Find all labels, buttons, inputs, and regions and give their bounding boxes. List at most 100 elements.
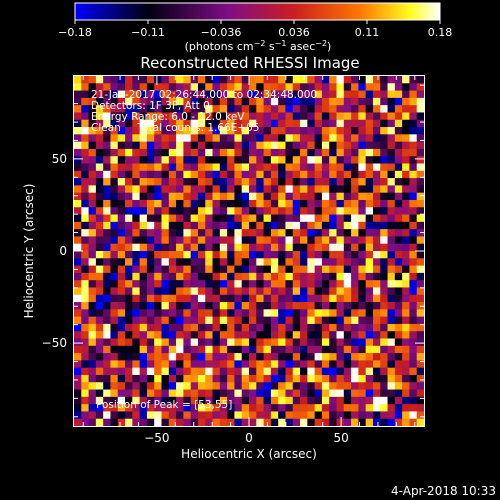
heatmap-pixel [183,243,192,252]
heatmap-pixel [278,360,286,369]
heatmap-pixel [117,280,126,288]
heatmap-pixel [409,331,418,339]
heatmap-pixel [300,287,308,296]
heatmap-pixel [307,323,316,332]
heatmap-pixel [380,105,388,113]
heatmap-pixel [307,418,316,427]
heatmap-pixel [190,374,199,383]
heatmap-pixel [117,389,126,398]
heatmap-pixel [416,83,425,91]
heatmap-pixel [394,119,403,128]
heatmap-pixel [285,127,294,135]
heatmap-pixel [270,309,279,318]
heatmap-pixel [416,382,425,390]
heatmap-pixel [380,229,388,237]
heatmap-pixel [314,127,323,135]
heatmap-pixel [402,404,410,412]
heatmap-pixel [416,127,425,135]
heatmap-pixel [212,156,221,164]
heatmap-pixel [132,97,141,106]
heatmap-pixel [190,221,199,230]
heatmap-pixel [197,316,206,325]
heatmap-pixel [394,353,403,361]
heatmap-pixel [241,411,250,420]
heatmap-pixel [205,360,213,369]
heatmap-pixel [307,112,316,121]
heatmap-pixel [307,199,316,208]
heatmap-pixel [402,265,410,274]
heatmap-pixel [351,360,359,369]
heatmap-pixel [292,148,301,157]
heatmap-pixel [292,97,301,106]
heatmap-pixel [270,418,279,427]
heatmap-pixel [249,127,257,135]
heatmap-pixel [380,83,388,91]
heatmap-pixel [292,374,301,383]
heatmap-pixel [197,287,206,296]
heatmap-pixel [176,411,184,420]
heatmap-pixel [190,229,199,237]
heatmap-pixel [125,331,133,339]
heatmap-pixel [197,105,206,113]
heatmap-pixel [365,404,374,412]
heatmap-pixel [249,316,257,325]
heatmap-pixel [81,148,89,157]
heatmap-pixel [329,178,337,186]
heatmap-pixel [416,258,425,266]
heatmap-pixel [110,265,119,274]
heatmap-pixel [168,345,177,354]
heatmap-pixel [314,251,323,259]
heatmap-pixel [125,272,133,281]
heatmap-pixel [372,382,381,390]
heatmap-pixel [227,396,235,405]
heatmap-pixel [394,221,403,230]
heatmap-pixel [402,221,410,230]
heatmap-pixel [292,382,301,390]
heatmap-pixel [219,309,228,318]
heatmap-pixel [387,389,396,398]
heatmap-pixel [256,272,264,281]
heatmap-pixel [336,265,345,274]
heatmap-pixel [387,141,396,150]
heatmap-pixel [95,309,104,318]
heatmap-pixel [394,360,403,369]
heatmap-pixel [263,214,272,223]
heatmap-pixel [110,229,119,237]
heatmap-pixel [409,316,418,325]
heatmap-pixel [234,83,243,91]
heatmap-pixel [183,331,192,339]
heatmap-pixel [132,236,141,245]
heatmap-pixel [336,185,345,194]
heatmap-pixel [409,214,418,223]
heatmap-pixel [190,302,199,310]
heatmap-pixel [241,338,250,347]
heatmap-pixel [234,127,243,135]
heatmap-pixel [351,396,359,405]
heatmap-pixel [176,251,184,259]
heatmap-pixel [146,338,155,347]
heatmap-pixel [409,309,418,318]
heatmap-pixel [139,141,148,150]
heatmap-pixel [183,178,192,186]
heatmap-pixel [343,265,352,274]
heatmap-pixel [380,90,388,99]
heatmap-pixel [394,251,403,259]
heatmap-pixel [365,112,374,121]
colorbar-ticks: −0.18 −0.11 −0.036 0.036 0.11 0.18 [58,20,452,39]
heatmap-pixel [372,323,381,332]
heatmap-pixel [336,148,345,157]
heatmap-pixel [270,280,279,288]
heatmap-pixel [278,302,286,310]
heatmap-pixel [329,396,337,405]
heatmap-pixel [278,134,286,143]
heatmap-pixel [292,353,301,361]
heatmap-pixel [314,316,323,325]
heatmap-pixel [321,236,330,245]
heatmap-pixel [219,418,228,427]
heatmap-pixel [212,127,221,135]
heatmap-pixel [197,192,206,201]
heatmap-pixel [270,287,279,296]
heatmap-pixel [212,112,221,121]
heatmap-pixel [372,221,381,230]
heatmap-pixel [227,345,235,354]
